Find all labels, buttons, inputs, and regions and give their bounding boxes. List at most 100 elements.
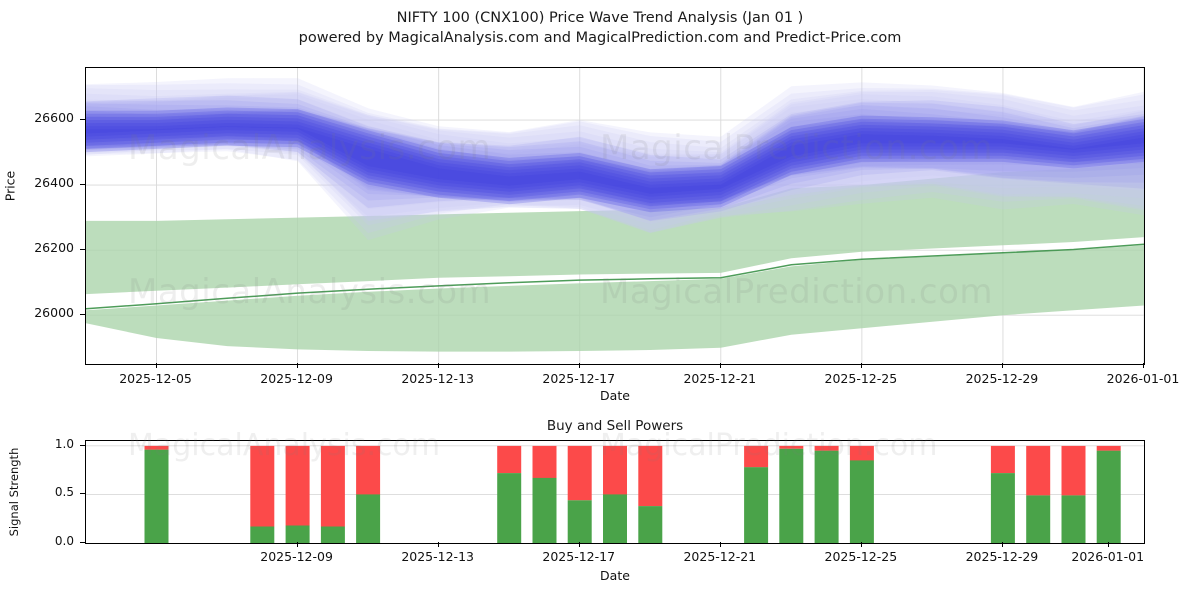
- bar-group[interactable]: [250, 445, 275, 544]
- bar-group[interactable]: [144, 445, 169, 543]
- wave-ribbon-outer: [86, 91, 1144, 231]
- bar-sell-segment[interactable]: [497, 445, 522, 474]
- wave-ribbon-mid: [86, 103, 1144, 218]
- bar-buy-segment[interactable]: [356, 494, 381, 543]
- bar-sell-segment[interactable]: [567, 445, 592, 501]
- bar-group[interactable]: [744, 445, 769, 543]
- main-y-tick: 26600: [34, 110, 74, 126]
- wave-ribbon-outer: [86, 92, 1144, 225]
- bars-x-tick: 2025-12-09: [260, 549, 333, 564]
- page-subtitle: powered by MagicalAnalysis.com and Magic…: [298, 30, 902, 46]
- bars-x-tick-mark: [578, 542, 580, 547]
- main-x-tick-mark: [1143, 363, 1144, 368]
- bar-group[interactable]: [320, 445, 345, 544]
- chart-title-block: NIFTY 100 (CNX100) Price Wave Trend Anal…: [0, 8, 1200, 48]
- bars-x-tick-mark: [437, 542, 439, 547]
- main-y-tick-mark: [80, 314, 85, 316]
- bar-buy-segment[interactable]: [744, 467, 769, 543]
- bar-buy-segment[interactable]: [497, 473, 522, 543]
- bar-buy-segment[interactable]: [779, 448, 804, 543]
- main-x-tick-mark: [1001, 363, 1003, 368]
- bar-group[interactable]: [356, 445, 381, 543]
- bar-group[interactable]: [532, 445, 557, 543]
- main-x-tick: 2025-12-05: [119, 371, 192, 386]
- wave-ribbon-mid: [86, 100, 1144, 221]
- main-y-tick-mark: [80, 249, 85, 251]
- wave-ribbon-mid: [86, 114, 1144, 205]
- main-y-tick-mark: [80, 184, 85, 186]
- bar-sell-segment[interactable]: [144, 445, 169, 450]
- bar-sell-segment[interactable]: [532, 445, 557, 478]
- wave-outer-envelope: [86, 78, 1144, 241]
- bar-buy-segment[interactable]: [638, 506, 663, 543]
- bar-group[interactable]: [990, 445, 1015, 543]
- wave-ribbon-mid: [86, 95, 1144, 222]
- bar-sell-segment[interactable]: [285, 445, 310, 526]
- bars-x-tick: 2025-12-29: [965, 549, 1039, 564]
- main-x-tick: 2025-12-29: [965, 371, 1039, 386]
- bar-sell-segment[interactable]: [990, 445, 1015, 474]
- main-y-tick: 26400: [34, 175, 74, 191]
- wave-ribbon-core: [86, 123, 1144, 210]
- bar-sell-segment[interactable]: [1026, 445, 1051, 496]
- wave-ribbon-core: [86, 119, 1144, 207]
- price-wave-svg: [86, 68, 1144, 364]
- wave-ribbon-core: [86, 116, 1144, 203]
- bar-buy-segment[interactable]: [603, 494, 627, 543]
- bars-title: Buy and Sell Powers: [546, 418, 684, 434]
- bar-group[interactable]: [779, 445, 804, 543]
- main-x-tick-mark: [155, 363, 157, 368]
- bar-buy-segment[interactable]: [990, 473, 1015, 543]
- bar-buy-segment[interactable]: [1026, 495, 1051, 543]
- bar-group[interactable]: [1096, 445, 1121, 543]
- wave-ribbon-core: [86, 110, 1144, 197]
- bar-sell-segment[interactable]: [849, 445, 874, 461]
- bar-sell-segment[interactable]: [744, 445, 769, 468]
- support-band: [86, 162, 1144, 295]
- wave-ribbon-outer: [86, 83, 1144, 234]
- bar-sell-segment[interactable]: [320, 445, 345, 527]
- bar-group[interactable]: [603, 445, 627, 543]
- bar-group[interactable]: [1061, 445, 1086, 543]
- wave-mid-envelope: [86, 95, 1144, 222]
- bar-group[interactable]: [567, 445, 592, 543]
- bar-sell-segment[interactable]: [356, 445, 381, 495]
- main-x-tick: 2026-01-01: [1106, 371, 1180, 386]
- main-x-tick: 2025-12-21: [683, 371, 757, 386]
- bar-group[interactable]: [285, 445, 310, 544]
- bar-buy-segment[interactable]: [250, 526, 275, 544]
- main-x-tick: 2025-12-13: [401, 371, 474, 386]
- wave-ribbon-core: [86, 107, 1144, 194]
- wave-ribbon-mid: [86, 112, 1144, 205]
- bar-buy-segment[interactable]: [285, 525, 310, 544]
- wave-ribbon-outer: [86, 94, 1144, 221]
- main-x-tick-mark: [578, 363, 580, 368]
- bar-sell-segment[interactable]: [814, 445, 839, 451]
- bar-buy-segment[interactable]: [1061, 495, 1086, 543]
- bar-buy-segment[interactable]: [567, 500, 592, 543]
- bar-buy-segment[interactable]: [532, 477, 557, 543]
- bar-sell-segment[interactable]: [638, 445, 663, 507]
- bar-sell-segment[interactable]: [250, 445, 275, 527]
- buy-sell-svg: [86, 445, 1144, 544]
- bar-buy-segment[interactable]: [320, 526, 345, 544]
- bars-y-tick-mark: [80, 542, 85, 543]
- wave-core-envelope: [86, 107, 1144, 213]
- bar-group[interactable]: [1026, 445, 1051, 543]
- wave-ribbon-outer: [86, 88, 1144, 234]
- bar-sell-segment[interactable]: [1061, 445, 1086, 496]
- bar-sell-segment[interactable]: [603, 445, 627, 495]
- bar-group[interactable]: [849, 445, 874, 543]
- bar-sell-segment[interactable]: [1096, 445, 1121, 451]
- bar-buy-segment[interactable]: [814, 450, 839, 543]
- bars-y-tick-mark: [80, 493, 85, 495]
- bar-group[interactable]: [497, 445, 522, 543]
- bar-buy-segment[interactable]: [1096, 450, 1121, 543]
- main-x-axis-label: Date: [600, 388, 630, 403]
- bar-buy-segment[interactable]: [144, 449, 169, 543]
- bar-group[interactable]: [638, 445, 663, 543]
- bar-group[interactable]: [814, 445, 839, 543]
- bar-buy-segment[interactable]: [849, 460, 874, 543]
- bar-sell-segment[interactable]: [779, 445, 804, 449]
